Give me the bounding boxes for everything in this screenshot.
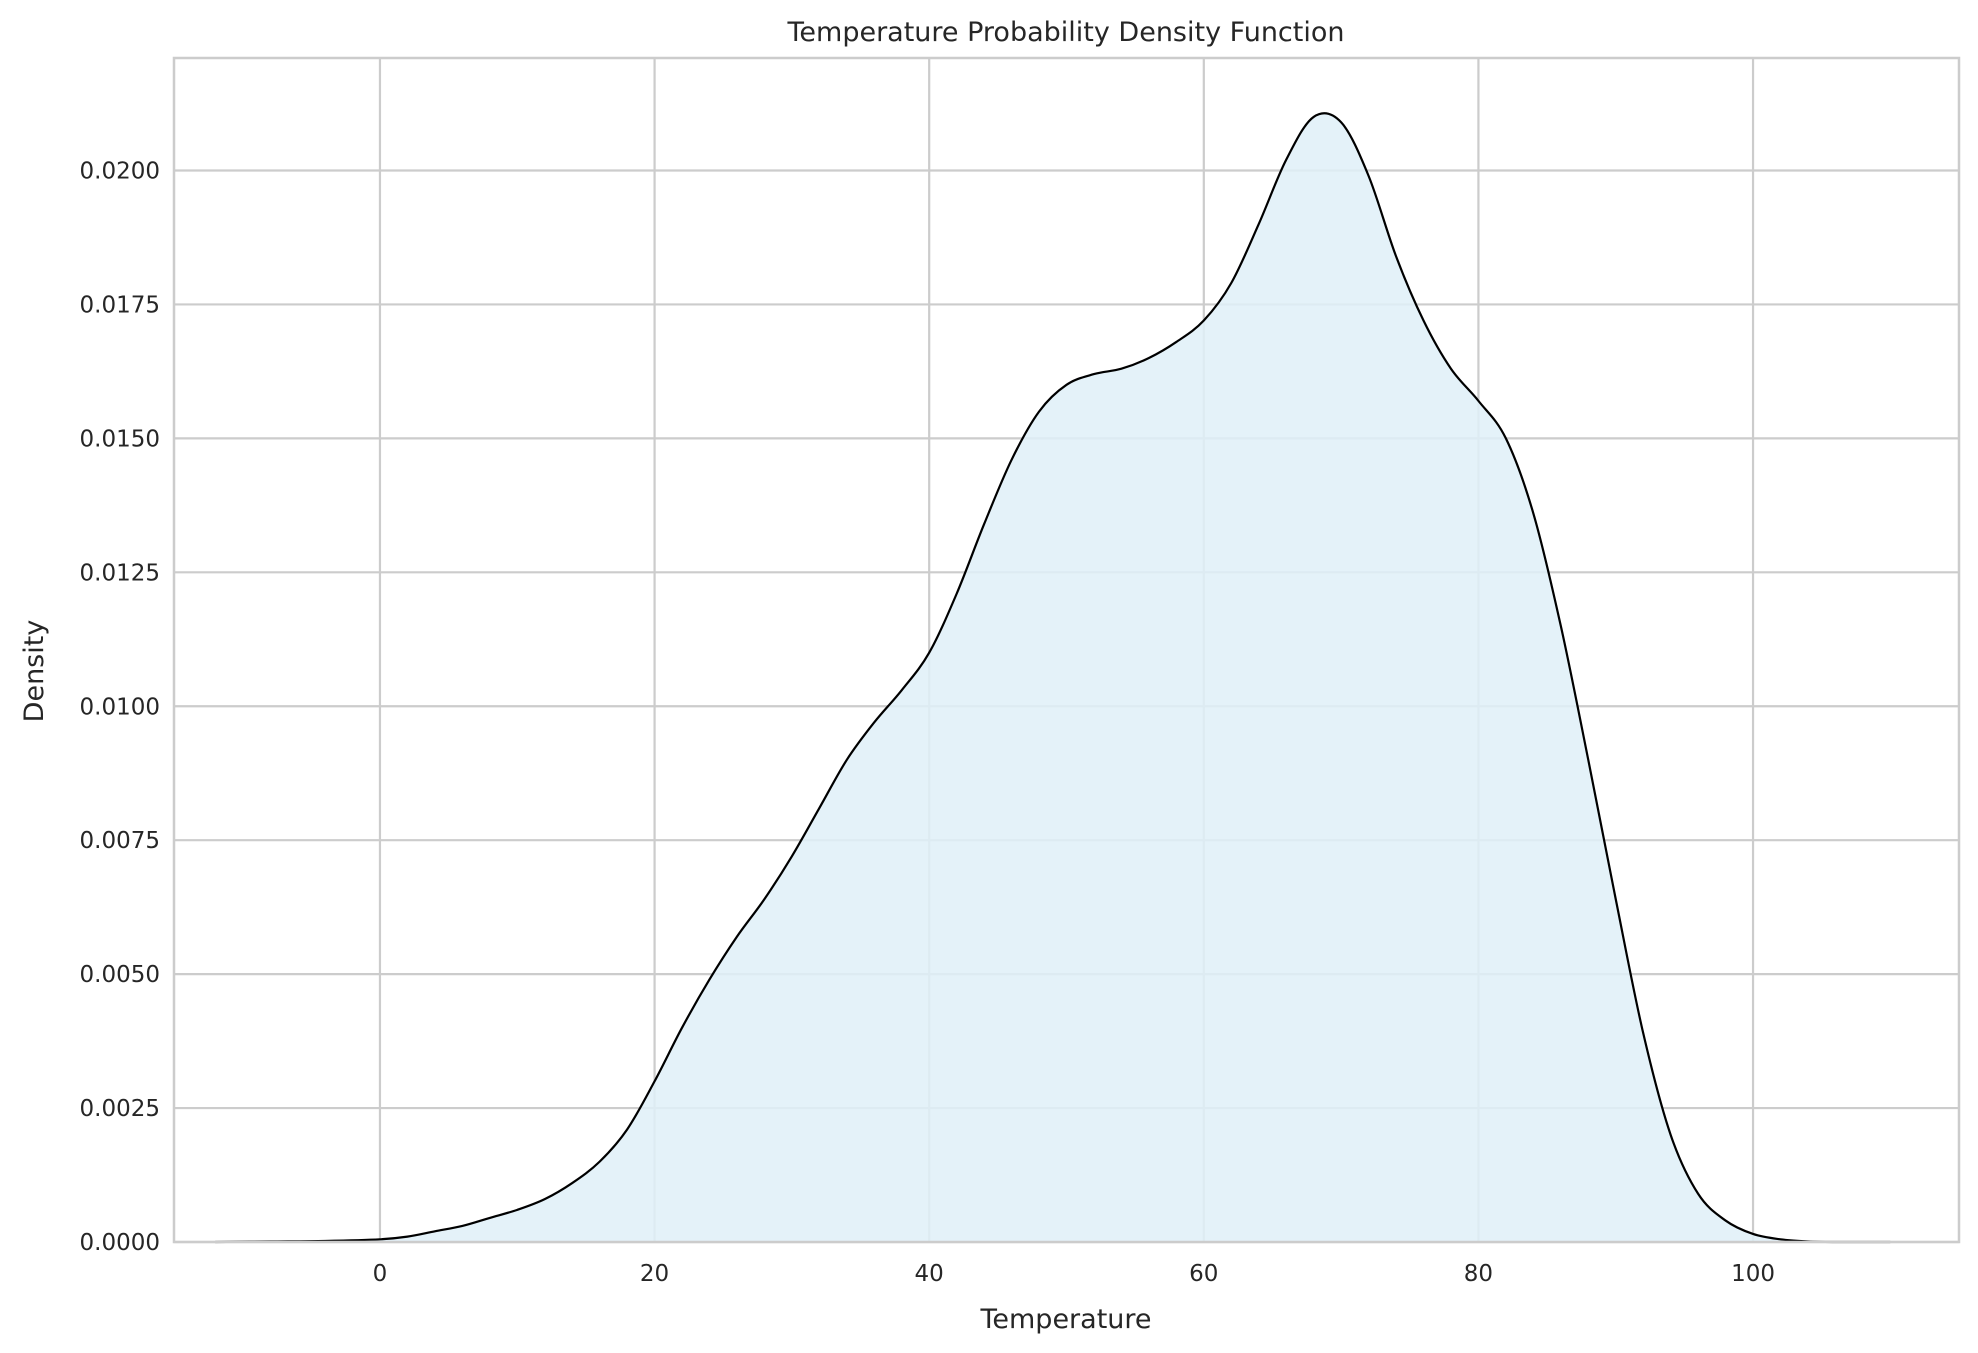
- x-tick-label: 60: [1189, 1261, 1218, 1287]
- x-tick-labels: 0 20 40 60 80 100: [373, 1261, 1775, 1287]
- plot-frame: [172, 56, 1961, 1244]
- y-tick-label: 0.0025: [80, 1096, 160, 1122]
- x-tick-label: 20: [640, 1261, 669, 1287]
- x-axis-label: Temperature: [979, 1304, 1151, 1335]
- y-tick-label: 0.0050: [80, 962, 160, 988]
- x-tick-label: 40: [915, 1261, 944, 1287]
- x-tick-label: 80: [1464, 1261, 1493, 1287]
- y-axis-label: Density: [19, 620, 50, 723]
- y-tick-label: 0.0075: [80, 828, 160, 854]
- x-tick-label: 100: [1731, 1261, 1775, 1287]
- y-tick-label: 0.0175: [80, 292, 160, 318]
- y-tick-label: 0.0150: [80, 426, 160, 452]
- x-tick-label: 0: [373, 1261, 388, 1287]
- density-area: [215, 113, 1891, 1242]
- y-tick-label: 0.0200: [80, 159, 160, 185]
- y-tick-label: 0.0100: [80, 694, 160, 720]
- y-tick-label: 0.0125: [80, 560, 160, 586]
- density-line: [215, 112, 1891, 1244]
- y-tick-label: 0.0000: [80, 1230, 160, 1256]
- y-tick-labels: 0.0000 0.0025 0.0050 0.0075 0.0100 0.0125 0.01…: [80, 159, 160, 1256]
- chart-title: Temperature Probability Density Function: [787, 17, 1345, 48]
